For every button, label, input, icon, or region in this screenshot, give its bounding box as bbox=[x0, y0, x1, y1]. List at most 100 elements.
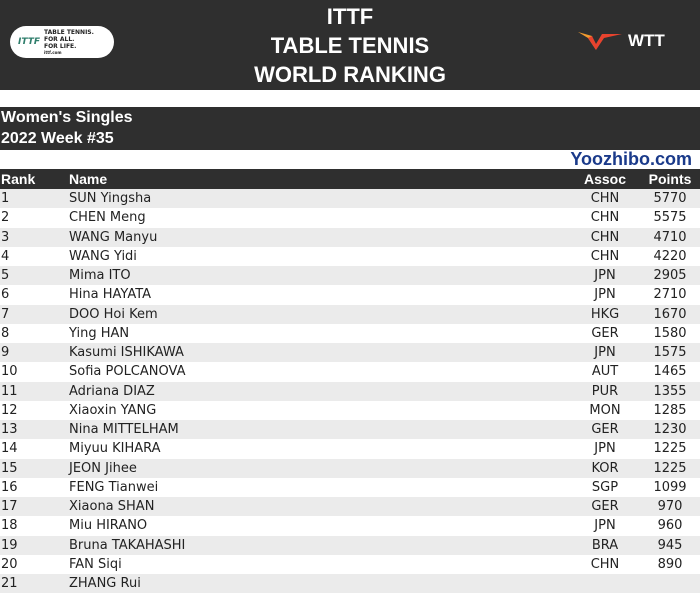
name-cell: ZHANG Rui bbox=[69, 574, 570, 594]
table-row: 7 DOO Hoi Kem HKG 1670 bbox=[0, 304, 700, 324]
title-line: ITTF bbox=[326, 4, 374, 29]
points-cell: 1099 bbox=[653, 479, 687, 495]
assoc-cell: GER bbox=[570, 497, 640, 517]
rank-cell: 17 bbox=[0, 497, 69, 517]
name-cell: Ying HAN bbox=[69, 325, 130, 341]
points-cell: 1465 bbox=[653, 364, 687, 380]
table-row: 4 WANG Yidi CHN 4220 bbox=[0, 247, 700, 266]
column-rank: Rank bbox=[0, 169, 69, 189]
rank-cell: 21 bbox=[0, 574, 69, 594]
table-row: 8 Ying HAN GER 1580 bbox=[0, 324, 700, 343]
rank-cell: 1 bbox=[0, 189, 69, 209]
rank-cell: 3 bbox=[0, 227, 69, 247]
title-line: WORLD RANKING bbox=[254, 62, 446, 87]
ittf-logo: ITTF TABLE TENNIS. FOR ALL. FOR LIFE. it… bbox=[10, 26, 114, 58]
rank-cell: 6 bbox=[1, 287, 10, 303]
assoc-cell: AUT bbox=[591, 364, 619, 380]
name-cell: SUN Yingsha bbox=[69, 189, 570, 209]
points-cell: 5575 bbox=[653, 210, 687, 226]
logo-text: TABLE TENNIS. bbox=[43, 29, 94, 36]
assoc-cell: GER bbox=[591, 325, 619, 341]
assoc-cell: GER bbox=[570, 420, 640, 440]
assoc-cell: CHN bbox=[590, 210, 620, 226]
rank-cell: 14 bbox=[1, 441, 18, 457]
points-cell: 1230 bbox=[640, 420, 700, 440]
watermark: Yoozhibo.com bbox=[570, 149, 692, 169]
assoc-cell: HKG bbox=[570, 304, 640, 324]
points-cell: 970 bbox=[640, 497, 700, 517]
rank-cell: 9 bbox=[0, 343, 69, 363]
logo-text: FOR LIFE. bbox=[43, 43, 77, 50]
assoc-cell: SGP bbox=[591, 479, 619, 495]
name-cell: FAN Siqi bbox=[69, 556, 122, 572]
points-cell: 1285 bbox=[653, 402, 687, 418]
name-cell: Nina MITTELHAM bbox=[69, 420, 570, 440]
assoc-cell: BRA bbox=[570, 535, 640, 555]
title-line: TABLE TENNIS bbox=[270, 33, 430, 58]
assoc-cell: JPN bbox=[570, 266, 640, 286]
points-cell: 945 bbox=[640, 535, 700, 555]
points-cell: 2710 bbox=[653, 287, 687, 303]
rank-cell: 4 bbox=[1, 248, 10, 264]
rank-cell: 10 bbox=[1, 364, 18, 380]
name-cell: Miu HIRANO bbox=[69, 518, 148, 534]
points-cell: 5770 bbox=[640, 189, 700, 209]
name-cell: DOO Hoi Kem bbox=[69, 304, 570, 324]
rank-cell: 19 bbox=[0, 535, 69, 555]
table-body: 1 SUN Yingsha CHN 5770 2 CHEN Meng CHN 5575 3 WAN… bbox=[0, 189, 700, 594]
wtt-logo: WTT bbox=[578, 30, 665, 52]
name-cell: Kasumi ISHIKAWA bbox=[69, 343, 570, 363]
rank-cell: 12 bbox=[1, 402, 18, 418]
points-cell: 960 bbox=[657, 518, 683, 534]
assoc-cell: JPN bbox=[594, 441, 616, 457]
column-assoc: Assoc bbox=[570, 169, 640, 189]
name-cell: Hina HAYATA bbox=[69, 287, 152, 303]
table-row: 21 ZHANG Rui bbox=[0, 574, 700, 594]
name-cell: WANG Yidi bbox=[69, 248, 137, 264]
name-cell: JEON Jihee bbox=[69, 458, 570, 478]
table-row: 5 Mima ITO JPN 2905 bbox=[0, 266, 700, 286]
column-points: Points bbox=[640, 169, 700, 189]
page-header: ITTF TABLE TENNIS. FOR ALL. FOR LIFE. it… bbox=[0, 0, 700, 90]
table-row: 12 Xiaoxin YANG MON 1285 bbox=[0, 401, 700, 420]
rank-cell: 2 bbox=[1, 210, 10, 226]
table-row: 17 Xiaona SHAN GER 970 bbox=[0, 497, 700, 517]
assoc-cell: JPN bbox=[594, 518, 616, 534]
rank-cell: 5 bbox=[0, 266, 69, 286]
points-cell: 4220 bbox=[653, 248, 687, 264]
points-cell: 2905 bbox=[640, 266, 700, 286]
table-header: Rank Name Assoc Points bbox=[0, 169, 700, 189]
week-title: 2022 Week #35 bbox=[1, 130, 114, 147]
table-row: 10 Sofia POLCANOVA AUT 1465 bbox=[0, 362, 700, 381]
assoc-cell: CHN bbox=[590, 248, 620, 264]
assoc-cell: CHN bbox=[570, 227, 640, 247]
wtt-text: WTT bbox=[628, 31, 665, 50]
assoc-cell: PUR bbox=[570, 381, 640, 401]
points-cell: 1225 bbox=[640, 458, 700, 478]
name-cell: Xiaona SHAN bbox=[69, 497, 570, 517]
name-cell: FENG Tianwei bbox=[69, 479, 159, 495]
name-cell: CHEN Meng bbox=[69, 210, 146, 226]
ittf-mark-icon: ITTF bbox=[18, 37, 40, 47]
rank-cell: 18 bbox=[1, 518, 18, 534]
name-cell: Mima ITO bbox=[69, 266, 570, 286]
logo-text: FOR ALL. bbox=[43, 36, 75, 43]
rank-cell: 7 bbox=[0, 304, 69, 324]
name-cell: Sofia POLCANOVA bbox=[69, 364, 186, 380]
table-row: 15 JEON Jihee KOR 1225 bbox=[0, 458, 700, 478]
table-row: 9 Kasumi ISHIKAWA JPN 1575 bbox=[0, 343, 700, 363]
assoc-cell: CHN bbox=[570, 189, 640, 209]
name-cell: WANG Manyu bbox=[69, 227, 570, 247]
assoc-cell: CHN bbox=[590, 556, 620, 572]
name-cell: Xiaoxin YANG bbox=[69, 402, 157, 418]
subtitle-bar: Women's Singles 2022 Week #35 bbox=[0, 107, 700, 150]
table-row: 3 WANG Manyu CHN 4710 bbox=[0, 227, 700, 247]
column-name: Name bbox=[69, 169, 570, 189]
assoc-cell: JPN bbox=[594, 287, 616, 303]
wtt-mark-icon bbox=[578, 32, 622, 50]
points-cell: 1580 bbox=[653, 325, 687, 341]
points-cell: 4710 bbox=[640, 227, 700, 247]
assoc-cell: MON bbox=[589, 402, 621, 418]
assoc-cell: KOR bbox=[570, 458, 640, 478]
table-row: 19 Bruna TAKAHASHI BRA 945 bbox=[0, 535, 700, 555]
